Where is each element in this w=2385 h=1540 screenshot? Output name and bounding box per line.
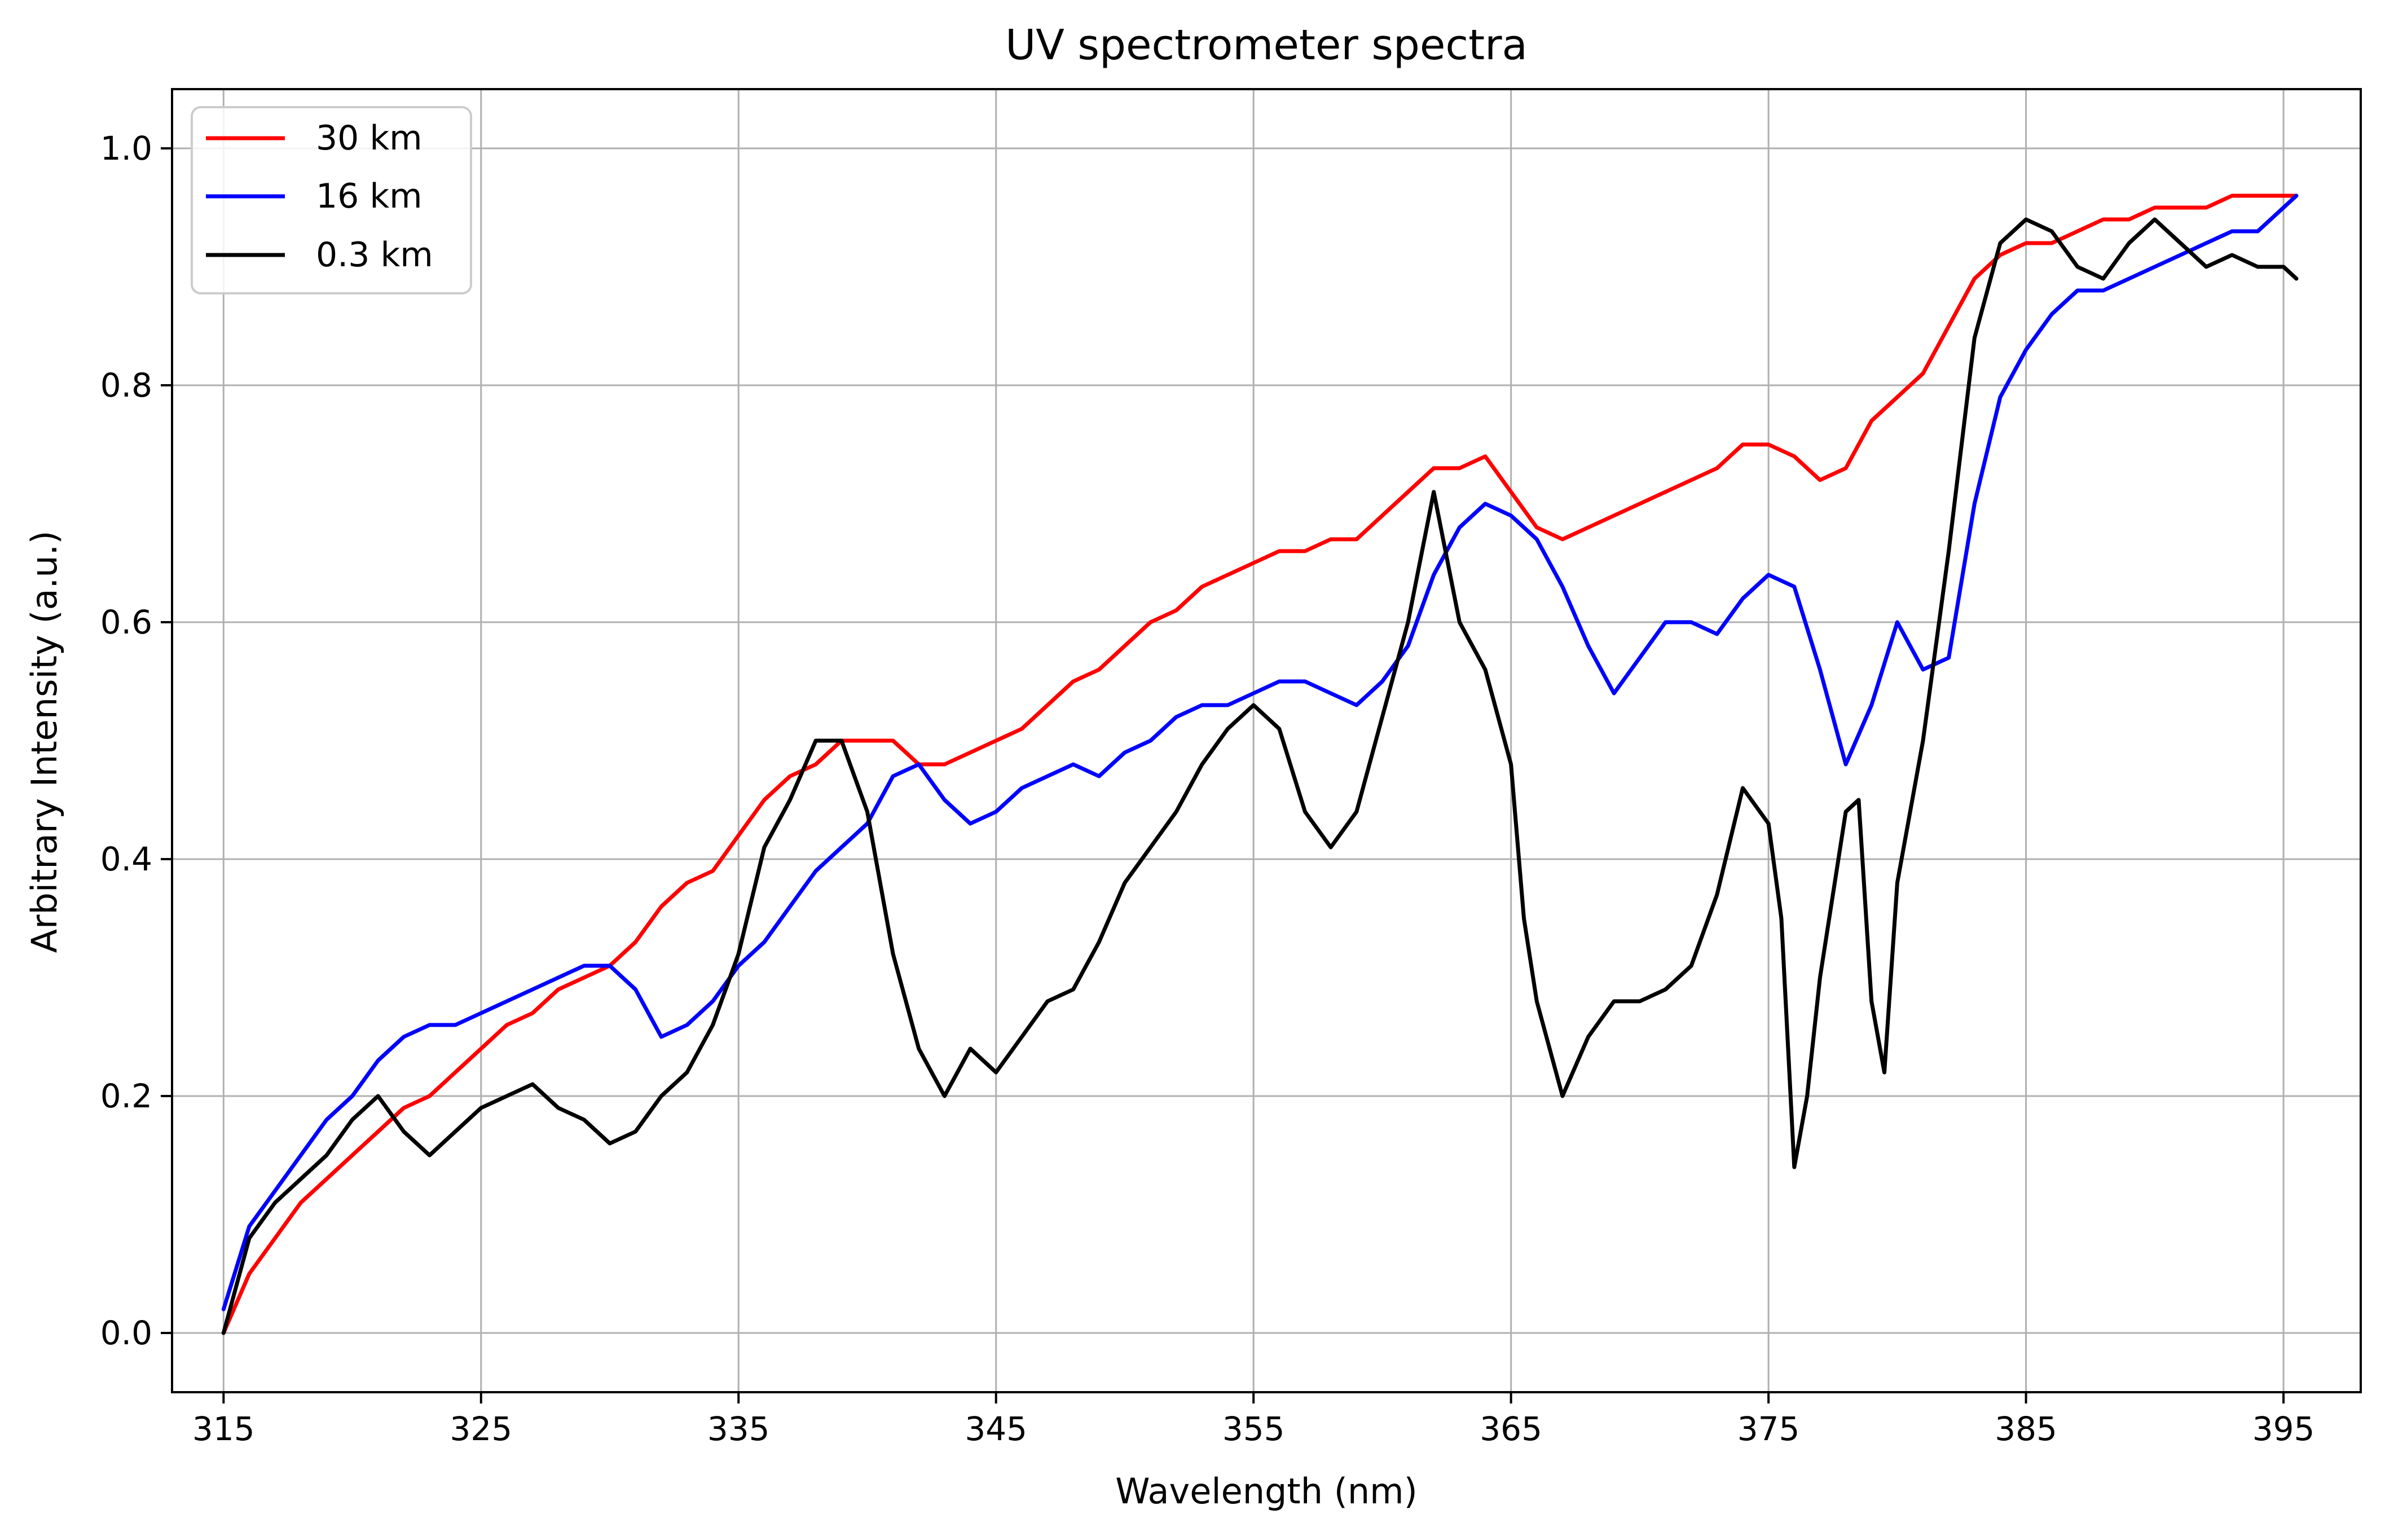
- grid: [172, 89, 2361, 1392]
- series-line-1: [221, 193, 2299, 1312]
- legend-box: [191, 106, 472, 294]
- chart-title: UV spectrometer spectra: [1005, 21, 1528, 69]
- x-tick-label: 315: [192, 1410, 255, 1448]
- series-lines: [221, 193, 2299, 1335]
- y-tick-label: 0.4: [100, 840, 152, 878]
- x-tick-label: 345: [965, 1410, 1027, 1448]
- x-axis-ticks: 315 325 335 345 355 365 375 385 395: [192, 1392, 2314, 1448]
- x-tick-label: 385: [1995, 1410, 2057, 1448]
- x-axis-label: Wavelength (nm): [1115, 1471, 1418, 1512]
- x-tick-label: 395: [2252, 1410, 2315, 1448]
- y-axis-ticks: 0.0 0.2 0.4 0.6 0.8 1.0: [100, 129, 172, 1352]
- x-tick-label: 365: [1480, 1410, 1542, 1448]
- plot-frame: [171, 88, 2362, 1393]
- y-tick-label: 0.2: [100, 1077, 152, 1115]
- legend-label-30km: 30 km: [316, 118, 423, 158]
- x-tick-label: 355: [1222, 1410, 1285, 1448]
- x-tick-label: 325: [450, 1410, 512, 1448]
- y-tick-label: 0.6: [100, 603, 152, 641]
- y-tick-label: 1.0: [100, 129, 152, 168]
- x-tick-label: 375: [1737, 1410, 1800, 1448]
- x-tick-label: 335: [707, 1410, 770, 1448]
- series-line-2: [221, 217, 2299, 1335]
- series-line-0: [221, 193, 2299, 1335]
- legend: 30 km 16 km 0.3 km: [191, 106, 472, 294]
- legend-label-16km: 16 km: [316, 177, 423, 216]
- y-axis-label: Arbitrary Intensity (a.u.): [24, 531, 65, 953]
- y-tick-label: 0.8: [100, 366, 152, 404]
- legend-label-0-3km: 0.3 km: [316, 235, 433, 275]
- y-tick-label: 0.0: [100, 1314, 152, 1352]
